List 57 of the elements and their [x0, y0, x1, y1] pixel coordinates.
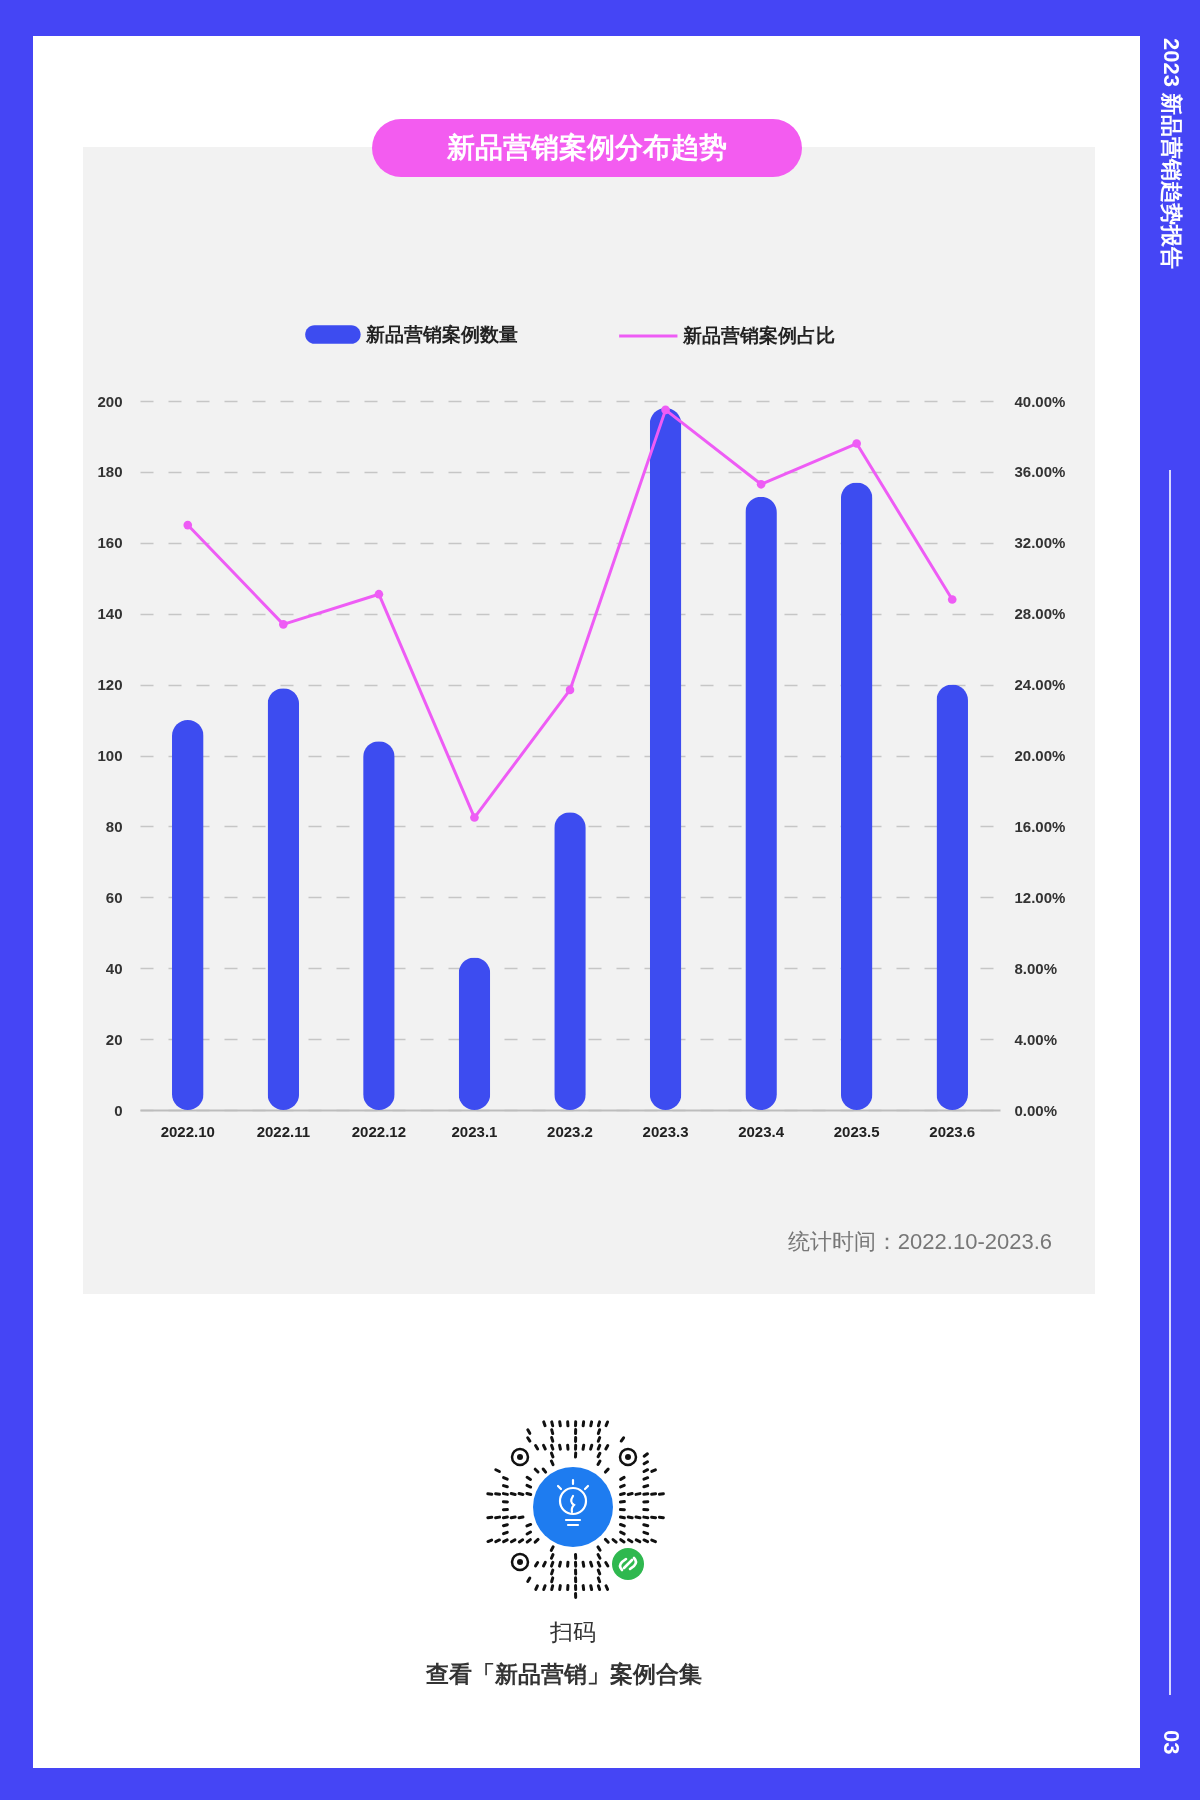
x-tick-label: 2023.4: [738, 1122, 785, 1140]
x-tick-label: 2023.3: [642, 1122, 689, 1140]
bar: [649, 408, 682, 1110]
bar: [458, 957, 491, 1110]
y-tick-label: 20: [105, 1030, 123, 1048]
text: 03: [1158, 1730, 1184, 1755]
point: [279, 620, 288, 629]
text: 2023 新品营销趋势报告: [1158, 38, 1184, 270]
y2-tick-label: 28.00%: [1014, 605, 1066, 623]
bar: [554, 812, 586, 1110]
bar: [363, 741, 395, 1110]
y2-tick-label: 12.00%: [1014, 888, 1066, 906]
y2-tick-label: 36.00%: [1014, 463, 1066, 481]
y-tick-label: 120: [97, 676, 123, 694]
point: [374, 589, 384, 599]
x-tick-label: 2022.11: [256, 1122, 311, 1140]
bar: [936, 684, 968, 1110]
point: [661, 405, 670, 415]
legend-label: 新品营销案例数量: [365, 323, 519, 345]
y2-tick-label: 0.00%: [1014, 1101, 1058, 1119]
legend-label: 新品营销案例占比: [682, 325, 836, 346]
y-tick-label: 40: [105, 959, 123, 977]
x-tick-label: 2023.5: [833, 1122, 880, 1140]
y-tick-label: 100: [97, 747, 123, 764]
bar: [172, 720, 204, 1110]
y2-tick-label: 8.00%: [1014, 959, 1058, 977]
y-tick-label: 0: [114, 1101, 123, 1119]
point: [470, 813, 479, 822]
point: [183, 520, 193, 530]
x-tick-label: 2023.6: [929, 1122, 976, 1140]
bar: [840, 482, 873, 1110]
x-tick-label: 2022.12: [351, 1122, 407, 1140]
text: 统计时间：2022.10-2023.6: [787, 1229, 1052, 1256]
y2-tick-label: 4.00%: [1014, 1030, 1058, 1048]
y-tick-label: 200: [97, 392, 123, 410]
x-tick-label: 2023.2: [547, 1122, 593, 1140]
x-tick-label: 2022.10: [160, 1122, 215, 1140]
text: 扫码: [549, 1619, 597, 1647]
bar: [745, 496, 777, 1110]
text: 查看「新品营销」案例合集: [425, 1661, 703, 1689]
y2-tick-label: 40.00%: [1014, 392, 1066, 410]
y-tick-label: 80: [105, 817, 123, 835]
y2-tick-label: 20.00%: [1014, 747, 1066, 764]
x-tick-label: 2023.1: [451, 1122, 498, 1140]
point: [565, 685, 575, 695]
y2-tick-label: 32.00%: [1014, 534, 1066, 552]
chart-title: 新品营销案例分布趋势: [372, 119, 802, 177]
point: [947, 595, 957, 604]
y-tick-label: 160: [97, 534, 123, 552]
y-tick-label: 140: [97, 605, 123, 623]
point: [852, 439, 861, 448]
y2-tick-label: 24.00%: [1014, 676, 1066, 694]
point: [756, 479, 766, 489]
bar: [267, 688, 300, 1110]
y-tick-label: 180: [97, 463, 123, 481]
y2-tick-label: 16.00%: [1014, 817, 1066, 835]
y-tick-label: 60: [105, 888, 123, 906]
